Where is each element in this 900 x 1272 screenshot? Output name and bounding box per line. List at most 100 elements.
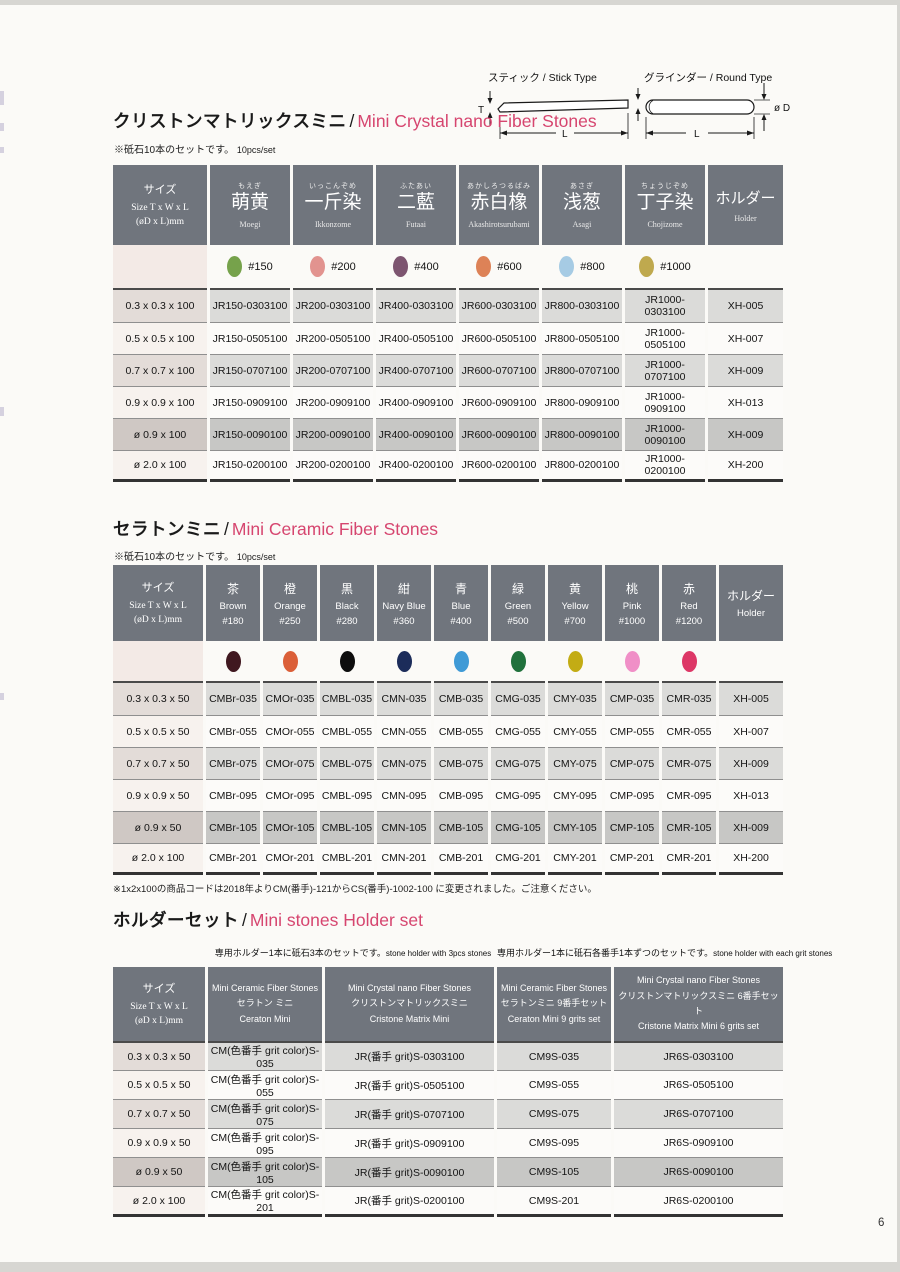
holder-code-cell: XH-007 <box>719 715 783 747</box>
product-code-cell: CMBL-035 <box>320 683 374 715</box>
color-name-romaji: Futaai <box>406 219 426 229</box>
product-code-cell: JR6S-0909100 <box>614 1128 783 1157</box>
product-code-cell: JR6S-0303100 <box>614 1041 783 1070</box>
product-code-cell: JR800-0909100 <box>542 386 622 418</box>
grit-color-dot <box>393 256 409 277</box>
product-code-cell: JR200-0090100 <box>293 418 373 450</box>
product-code-cell: JR(番手 grit)S-0303100 <box>325 1041 494 1070</box>
color-name-kanji: 二藍 <box>396 192 435 214</box>
color-name-en: Navy Blue <box>382 600 426 612</box>
product-code-cell: JR(番手 grit)S-0200100 <box>325 1186 494 1217</box>
grit-column-header: あかしろつるばみ 赤白橡 Akashirotsurubami <box>459 165 539 245</box>
grit-dot-cell <box>320 641 374 683</box>
grit-color-dot <box>567 650 583 672</box>
product-code-cell: CMB-035 <box>434 683 488 715</box>
caption-jp: 専用ホルダー1本に砥石3本のセットです。 <box>214 948 386 958</box>
product-code-cell: CMOr-105 <box>263 811 317 843</box>
product-code-cell: CMR-095 <box>662 779 716 811</box>
grit-number: #700 <box>564 615 586 627</box>
section1-note: ※砥石10本のセットです。 10pcs/set <box>114 141 275 156</box>
code-change-footnote: ※1x2x100の商品コードは2018年よりCM(番手)-121からCS(番手)… <box>113 884 597 895</box>
product-code-cell: JR200-0909100 <box>293 386 373 418</box>
color-name-kanji: 丁子染 <box>636 192 694 214</box>
grit-column-header: もえぎ 萌黄 Moegi <box>210 165 290 245</box>
size-cell: 0.9 x 0.9 x 50 <box>113 779 203 811</box>
grit-dot-cell: #200 <box>293 245 373 290</box>
color-name-kanji: 黒 <box>340 581 353 596</box>
color-name-kanji: 赤白橡 <box>470 192 528 214</box>
grit-color-dot <box>559 256 575 277</box>
product-code-cell: JR1000-0303100 <box>625 290 705 322</box>
product-code-cell: CMP-105 <box>605 811 659 843</box>
size-header-dims: Size T x W x L <box>131 202 189 213</box>
color-name-en: Red <box>680 600 698 612</box>
product-row: 0.3 x 0.3 x 50 CM(色番手 grit color)S-035 JR(… <box>113 1041 783 1070</box>
color-name-kanji: 一斤染 <box>304 192 362 214</box>
arrowhead <box>621 130 628 136</box>
product-code-cell: CMP-035 <box>605 683 659 715</box>
scan-edge-mark <box>0 407 4 416</box>
grit-dot-cell <box>491 641 545 683</box>
grit-color-dot <box>510 650 526 672</box>
product-code-cell: JR(番手 grit)S-0909100 <box>325 1128 494 1157</box>
grit-number: #280 <box>336 615 358 627</box>
color-name-kanji: 緑 <box>511 581 524 596</box>
round-type-diagram: グラインダー / Round Type ø D L <box>644 71 790 140</box>
product-code-cell: JR6S-0090100 <box>614 1157 783 1186</box>
holder-header-en: Holder <box>737 608 765 619</box>
product-code-cell: CMB-055 <box>434 715 488 747</box>
set-header-jp: クリストンマトリックスミニ 6番手セット <box>618 990 779 1016</box>
product-code-cell: JR400-0303100 <box>376 290 456 322</box>
grit-color-dot <box>310 256 326 277</box>
size-cell: 0.9 x 0.9 x 50 <box>113 1128 205 1157</box>
product-code-cell: JR150-0707100 <box>210 354 290 386</box>
product-code-cell: CMB-201 <box>434 843 488 875</box>
furigana-label: もえぎ <box>238 183 262 191</box>
color-name-en: Yellow <box>561 600 589 612</box>
color-name-en: Black <box>335 600 359 612</box>
product-code-cell: CMG-105 <box>491 811 545 843</box>
arrowhead <box>761 114 767 120</box>
product-code-cell: JR400-0505100 <box>376 322 456 354</box>
size-column-header: サイズ Size T x W x L (øD x L)mm <box>113 565 203 641</box>
product-code-cell: JR150-0909100 <box>210 386 290 418</box>
arrowhead <box>487 112 493 118</box>
set-column-header: Mini Crystal nano Fiber Stones クリストンマトリック… <box>614 967 783 1041</box>
grit-dot-cell <box>377 641 431 683</box>
product-code-cell: CMY-075 <box>548 747 602 779</box>
product-code-cell: JR400-0707100 <box>376 354 456 386</box>
furigana-label: あさぎ <box>570 183 594 191</box>
set-header-jp: セラトンミニ 9番手セット <box>500 998 608 1009</box>
section3-title-jp: ホルダーセット <box>113 910 239 930</box>
grit-column-header: 紺 Navy Blue #360 <box>377 565 431 641</box>
product-code-cell: CM(色番手 grit color)S-105 <box>208 1157 322 1186</box>
product-code-cell: CMBL-201 <box>320 843 374 875</box>
header-row: サイズ Size T x W x L (øD x L)mm Mini Ceramic … <box>113 967 783 1041</box>
ceramic-stones-table: サイズ Size T x W x L (øD x L)mm 茶 Brown #180 橙 Or… <box>110 565 786 875</box>
crystal-stones-table: サイズ Size T x W x L (øD x L)mm もえぎ 萌黄 Moegi いっこ… <box>110 165 786 482</box>
holder-code-cell: XH-009 <box>719 747 783 779</box>
product-row: 0.3 x 0.3 x 50 CMBr-035 CMOr-035 CMBL-035 CM… <box>113 683 783 715</box>
header-row: サイズ Size T x W x L (øD x L)mm もえぎ 萌黄 Moegi いっこ… <box>113 165 783 245</box>
product-code-cell: CM9S-201 <box>497 1186 611 1217</box>
product-code-cell: CMB-095 <box>434 779 488 811</box>
title-divider: / <box>224 519 229 539</box>
grit-column-header: 緑 Green #500 <box>491 565 545 641</box>
color-name-kanji: 橙 <box>283 581 296 596</box>
caption-jp: 専用ホルダー1本に砥石各番手1本ずつのセットです。 <box>497 948 714 958</box>
catalog-page: スティック / Stick Type T W L グラインダー / Round … <box>0 5 897 1262</box>
dim-t-label: T <box>478 105 484 116</box>
grit-dot-cell <box>434 641 488 683</box>
grit-number: #400 <box>450 615 472 627</box>
product-code-cell: CMN-035 <box>377 683 431 715</box>
product-code-cell: JR600-0707100 <box>459 354 539 386</box>
product-code-cell: JR600-0505100 <box>459 322 539 354</box>
holder-column-header: ホルダー Holder <box>719 565 783 641</box>
color-name-kanji: 紺 <box>397 581 410 596</box>
grit-column-header: 橙 Orange #250 <box>263 565 317 641</box>
grit-dot-cell <box>548 641 602 683</box>
section3-title-en: Mini stones Holder set <box>249 910 424 930</box>
holder-code-cell: XH-013 <box>719 779 783 811</box>
product-row: ø 0.9 x 100 JR150-0090100 JR200-0090100 JR4… <box>113 418 783 450</box>
product-code-cell: JR600-0909100 <box>459 386 539 418</box>
